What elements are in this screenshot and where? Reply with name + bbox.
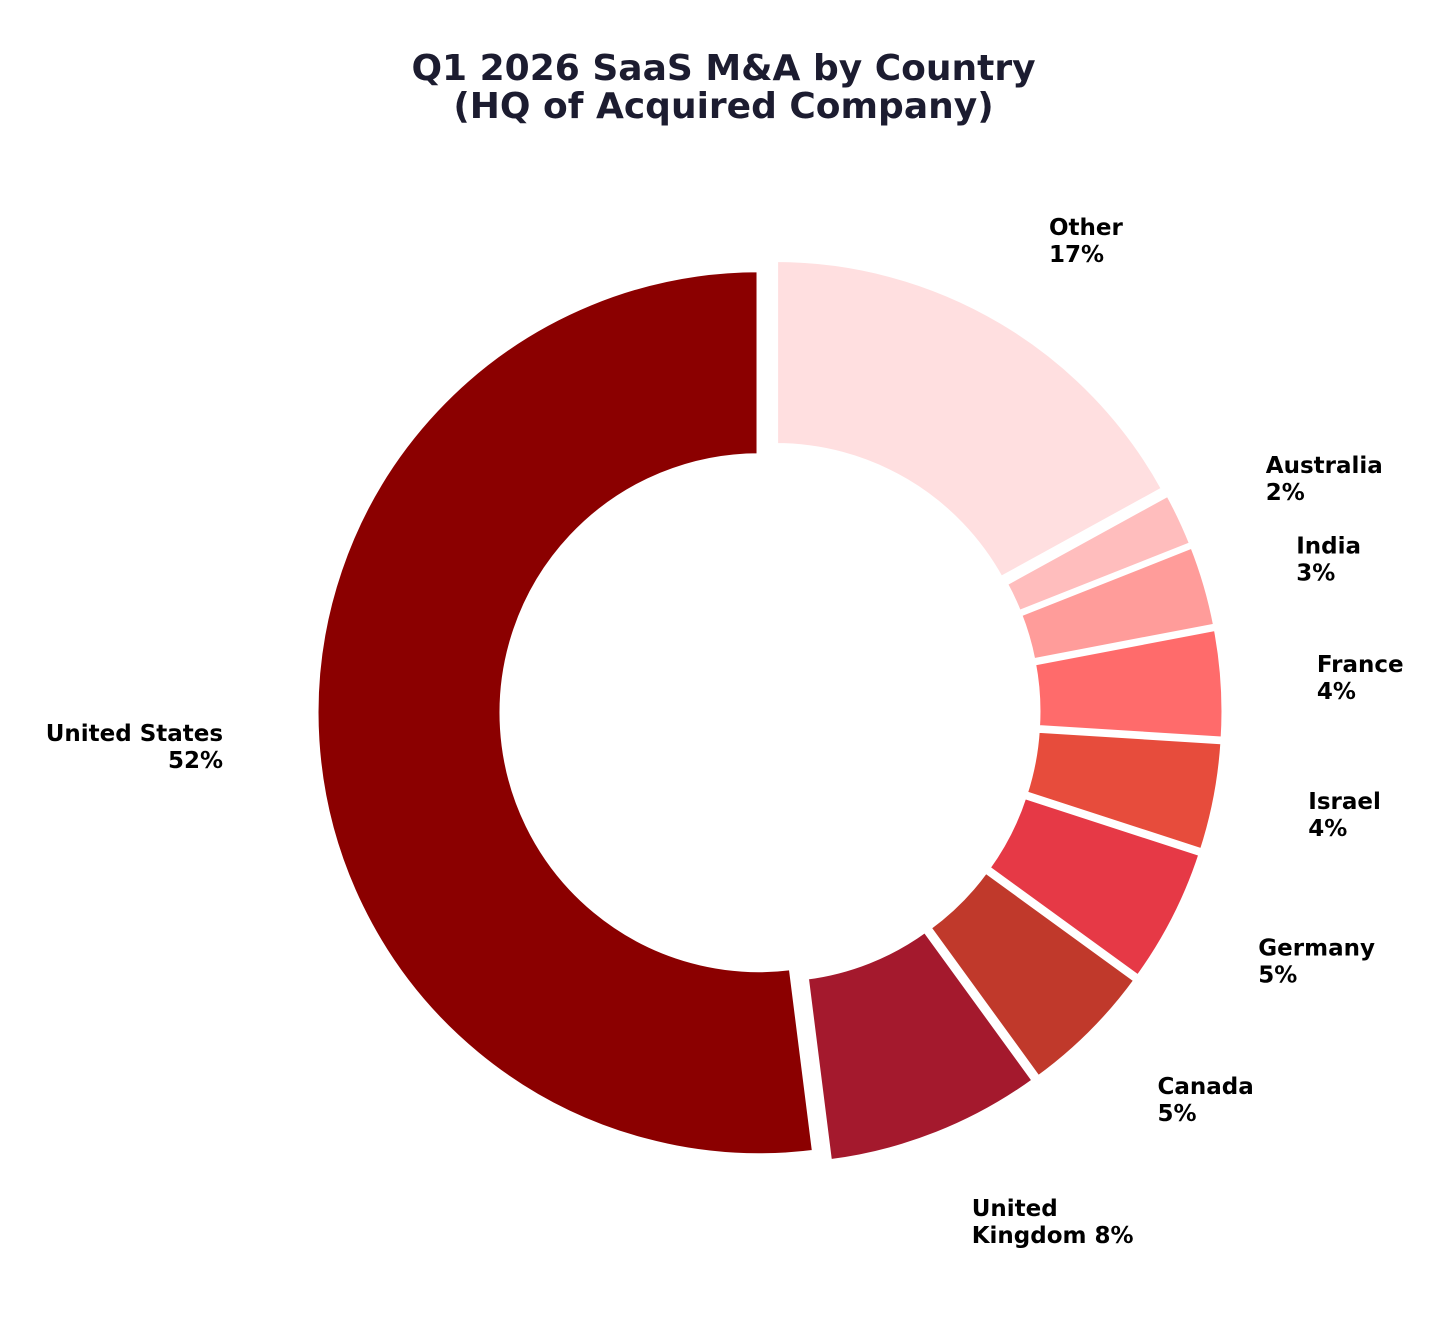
chart-subtitle: (HQ of Acquired Company) [453, 86, 994, 127]
slice-united-kingdom [803, 926, 1038, 1165]
slice-label-line: Other [1049, 215, 1124, 241]
slice-label-germany: Germany 5% [1258, 935, 1375, 988]
slice-label-australia: Australia 2% [1266, 453, 1383, 506]
slice-label-line: Germany [1258, 935, 1375, 961]
chart-title: Q1 2026 SaaS M&A by Country [411, 48, 1036, 89]
slice-label-line: 5% [1158, 1101, 1197, 1127]
slice-label-line: Australia [1266, 453, 1383, 479]
slice-label-line: Kingdom 8% [972, 1223, 1134, 1249]
slice-label-canada: Canada 5% [1158, 1074, 1254, 1127]
slice-label-france: France 4% [1317, 652, 1404, 705]
slice-label-line: United [972, 1196, 1058, 1222]
slice-canada [925, 867, 1140, 1082]
slice-label-line: France [1317, 652, 1404, 678]
slice-label-line: 4% [1308, 816, 1347, 842]
slices-layer [313, 257, 1227, 1165]
slice-label-line: 17% [1049, 242, 1104, 268]
slice-label-other: Other 17% [1049, 215, 1124, 268]
slice-label-line: 3% [1296, 561, 1335, 587]
slice-label-line: 4% [1317, 679, 1356, 705]
slice-other [773, 257, 1168, 583]
slice-france [1030, 625, 1227, 742]
slice-label-line: 2% [1266, 480, 1305, 506]
slice-label-india: India 3% [1296, 534, 1361, 587]
slice-germany [984, 793, 1205, 981]
slice-label-israel: Israel 4% [1308, 789, 1381, 842]
slice-label-line: Canada [1158, 1074, 1254, 1100]
slice-label-line: 52% [168, 748, 223, 774]
slice-united-states [313, 267, 818, 1159]
slice-israel [1022, 727, 1226, 855]
labels-layer: Other 17%Australia 2%India 3%France 4%Israel… [46, 215, 1404, 1249]
slice-label-line: India [1296, 534, 1361, 560]
slice-label-united-states: United States 52% [46, 721, 223, 774]
slice-label-united-kingdom: United Kingdom 8% [972, 1196, 1134, 1249]
slice-label-line: Israel [1308, 789, 1381, 815]
slice-label-line: 5% [1258, 962, 1297, 988]
slice-label-line: United States [46, 721, 223, 747]
